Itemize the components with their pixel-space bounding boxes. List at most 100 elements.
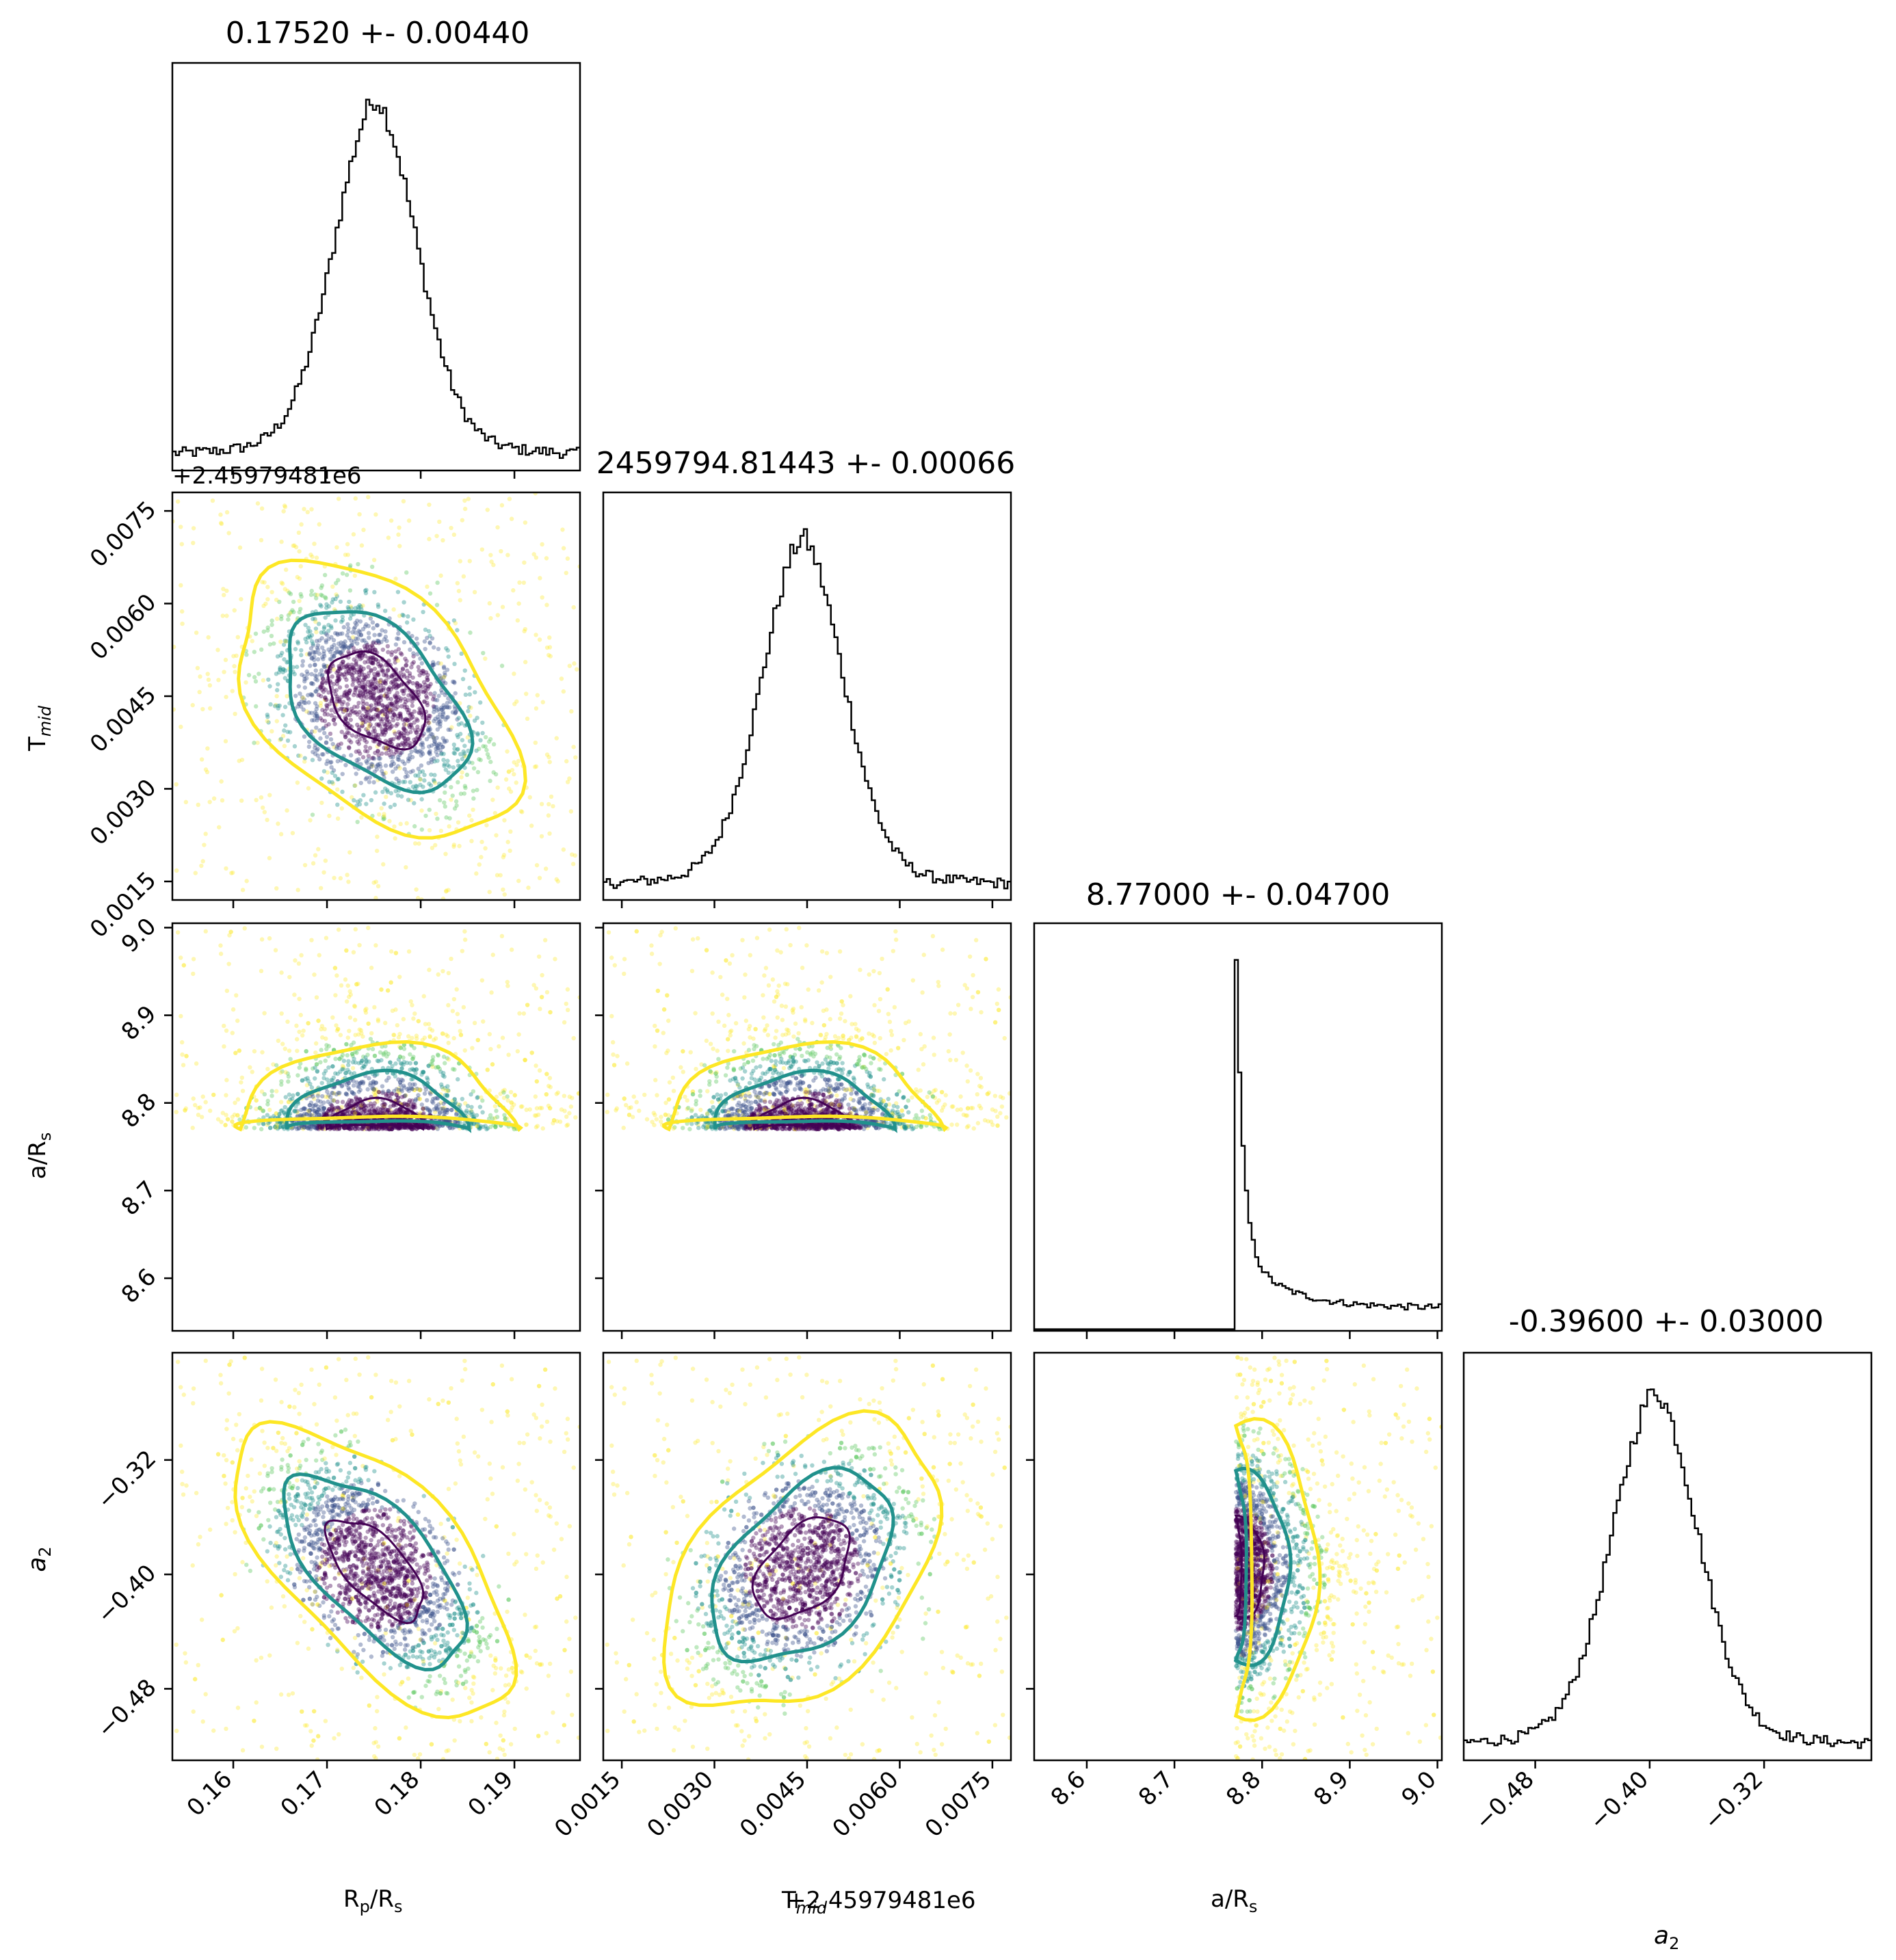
scatter-point	[471, 789, 476, 793]
scatter-point	[371, 1108, 376, 1113]
scatter-point	[371, 656, 376, 661]
scatter-point	[327, 1107, 332, 1112]
scatter-point	[319, 800, 324, 806]
scatter-point	[224, 588, 229, 594]
scatter-point	[399, 1087, 404, 1092]
scatter-point	[364, 727, 369, 732]
scatter-point	[419, 685, 425, 689]
scatter-point	[389, 1110, 395, 1115]
scatter-point	[379, 769, 384, 773]
scatter-point	[342, 692, 347, 698]
scatter-point	[427, 1109, 432, 1114]
scatter-point	[363, 777, 369, 782]
scatter-point	[328, 624, 334, 629]
scatter-point	[376, 715, 380, 719]
scatter-point	[347, 688, 352, 693]
scatter-point	[324, 602, 329, 607]
scatter-point	[547, 1106, 553, 1111]
scatter-point	[376, 1089, 382, 1095]
scatter-point	[434, 698, 440, 703]
scatter-point	[366, 656, 371, 661]
scatter-point	[395, 1098, 399, 1103]
scatter-point	[351, 1091, 356, 1096]
scatter-point	[454, 803, 459, 808]
scatter-point	[235, 635, 240, 639]
scatter-point	[338, 876, 343, 881]
scatter-point	[403, 657, 408, 661]
scatter-point	[356, 1084, 360, 1089]
scatter-point	[315, 747, 319, 753]
scatter-point	[402, 736, 407, 741]
scatter-point	[471, 766, 477, 771]
scatter-point	[309, 672, 314, 677]
scatter-point	[396, 647, 401, 652]
scatter-point	[358, 751, 363, 756]
scatter-point	[369, 679, 373, 684]
scatter-point	[305, 635, 311, 640]
scatter-point	[551, 1117, 557, 1123]
scatter-point	[467, 692, 472, 697]
scatter-point	[369, 703, 374, 708]
scatter-point	[349, 642, 354, 648]
scatter-point	[503, 1116, 508, 1121]
scatter-point	[351, 677, 356, 682]
scatter-point	[373, 764, 379, 769]
scatter-point	[359, 815, 364, 820]
scatter-point	[438, 721, 443, 726]
scatter-point	[414, 887, 419, 892]
scatter-point	[325, 1112, 330, 1117]
scatter-point	[567, 1094, 572, 1099]
scatter-point	[306, 786, 311, 791]
scatter-point	[501, 1096, 507, 1100]
scatter-point	[479, 855, 484, 860]
scatter-point	[364, 776, 369, 780]
scatter-point	[221, 587, 226, 592]
scatter-point	[252, 675, 257, 680]
scatter-point	[565, 1122, 570, 1127]
scatter-point	[367, 731, 372, 737]
scatter-point	[544, 1072, 549, 1076]
scatter-point	[350, 1098, 354, 1103]
scatter-point	[387, 819, 392, 823]
scatter-point	[538, 1007, 542, 1011]
scatter-point	[194, 630, 199, 635]
scatter-point	[376, 1059, 381, 1063]
scatter-point	[376, 661, 381, 667]
scatter-point	[396, 631, 401, 636]
scatter-point	[440, 707, 445, 712]
scatter-point	[369, 797, 374, 803]
scatter-point	[311, 1094, 315, 1099]
scatter-point	[368, 708, 373, 713]
scatter-point	[309, 692, 315, 698]
scatter-point	[388, 721, 393, 727]
scatter-point	[302, 679, 307, 684]
scatter-point	[228, 929, 233, 934]
scatter-point	[313, 1050, 318, 1055]
scatter-point	[340, 1067, 345, 1072]
scatter-point	[433, 1036, 438, 1041]
scatter-point	[296, 961, 302, 966]
scatter-point	[396, 1077, 401, 1082]
scatter-point	[722, 1023, 727, 1029]
scatter-point	[361, 793, 366, 797]
scatter-point	[339, 1084, 344, 1089]
scatter-point	[393, 1108, 398, 1113]
scatter-point	[313, 673, 318, 678]
scatter-point	[224, 1113, 228, 1117]
scatter-point	[392, 713, 397, 718]
scatter-point	[343, 1070, 348, 1076]
scatter-point	[363, 660, 367, 665]
scatter-point	[404, 1110, 409, 1115]
scatter-point	[471, 1122, 477, 1126]
scatter-point	[356, 632, 361, 637]
scatter-point	[401, 742, 406, 747]
scatter-point	[445, 1094, 450, 1098]
scatter-point	[544, 752, 550, 757]
scatter-point	[412, 709, 417, 714]
scatter-point	[347, 697, 352, 702]
scatter-point	[564, 1001, 568, 1006]
scatter-point	[298, 1061, 303, 1066]
scatter-point	[425, 1107, 430, 1112]
scatter-point	[464, 772, 470, 778]
scatter-point	[308, 1113, 313, 1117]
